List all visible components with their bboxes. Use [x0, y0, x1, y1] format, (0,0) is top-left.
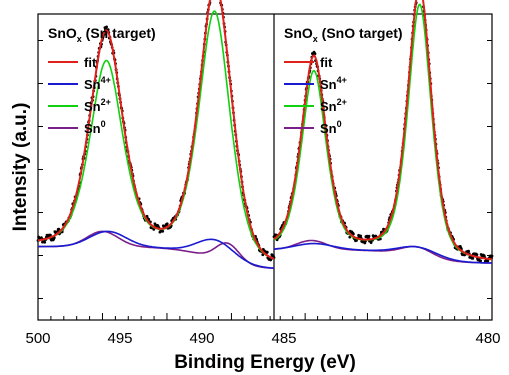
data-point: [471, 257, 475, 260]
legend-entry: Sn2+: [48, 97, 111, 114]
x-tick-label: 490: [189, 330, 214, 347]
series-fit-line: [37, 0, 275, 260]
legend-entry: Sn4+: [48, 75, 111, 92]
legend-label: Sn0: [320, 119, 342, 136]
series-sn4-line: [38, 230, 275, 269]
data-point: [265, 250, 269, 254]
data-point: [161, 229, 165, 233]
legend-entry: fit: [48, 55, 97, 70]
legend-entry: Sn0: [284, 119, 342, 136]
legend-label: fit: [320, 55, 333, 70]
series-sn2-line: [37, 10, 275, 260]
x-tick-label: 485: [271, 330, 296, 347]
data-point: [486, 259, 490, 263]
axis-ticks: [279, 40, 492, 320]
data-point: [313, 52, 317, 56]
data-point: [43, 240, 47, 244]
legend-entry: Sn2+: [284, 97, 347, 114]
x-tick-label: 495: [107, 330, 132, 347]
legend-label: fit: [84, 55, 97, 70]
series-sn2-line: [273, 3, 492, 261]
panel-title: SnOx (SnO target): [284, 25, 403, 44]
legend-label: Sn4+: [320, 75, 347, 92]
legend-entry: fit: [284, 55, 333, 70]
legend-label: Sn2+: [320, 97, 347, 114]
data-point: [367, 234, 371, 238]
data-point: [153, 222, 157, 226]
axis-ticks: [38, 40, 271, 320]
data-point: [57, 227, 61, 231]
data-point: [165, 222, 169, 226]
panel-sno-target: SnOx (SnO target) fit Sn4+ Sn2+ Sn0: [272, 0, 494, 320]
data-point: [49, 233, 52, 237]
data-point: [479, 259, 482, 263]
data-point: [359, 234, 363, 238]
data-point: [467, 249, 470, 253]
series-sn0-line: [38, 230, 275, 270]
x-tick-label: 480: [475, 330, 500, 347]
legend-label: Sn4+: [84, 75, 111, 92]
data-point: [352, 232, 355, 236]
plot-frame: [37, 13, 493, 321]
series-sn4-line: [273, 242, 492, 264]
panel-sn-target: SnOx (Sn target) fit Sn4+ Sn2+ Sn0: [36, 0, 276, 320]
legend-label: Sn0: [84, 119, 106, 136]
series-fit-line: [273, 0, 493, 261]
x-axis-title: Binding Energy (eV): [174, 352, 356, 373]
x-tick-label: 500: [25, 330, 50, 347]
legend-entry: Sn4+: [284, 75, 347, 92]
data-point: [105, 25, 108, 29]
data-point: [475, 253, 479, 256]
data-point: [369, 241, 373, 245]
legend-entry: Sn0: [48, 119, 106, 136]
y-axis-title: Intensity (a.u.): [10, 103, 31, 232]
panel-title: SnOx (Sn target): [48, 25, 156, 44]
legend-label: Sn2+: [84, 97, 111, 114]
